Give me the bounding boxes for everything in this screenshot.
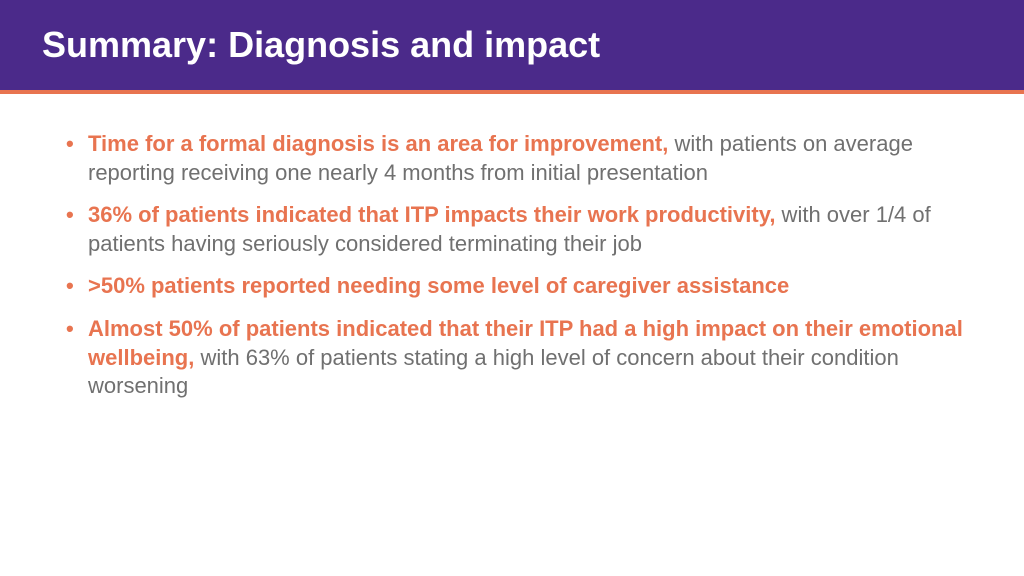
slide-header: Summary: Diagnosis and impact	[0, 0, 1024, 94]
bullet-list: Time for a formal diagnosis is an area f…	[60, 130, 964, 401]
bullet-item: >50% patients reported needing some leve…	[60, 272, 964, 301]
slide-content: Time for a formal diagnosis is an area f…	[0, 94, 1024, 435]
bullet-item: Almost 50% of patients indicated that th…	[60, 315, 964, 401]
bullet-rest: with 63% of patients stating a high leve…	[88, 345, 899, 399]
bullet-highlight: Time for a formal diagnosis is an area f…	[88, 131, 668, 156]
bullet-highlight: 36% of patients indicated that ITP impac…	[88, 202, 775, 227]
bullet-item: Time for a formal diagnosis is an area f…	[60, 130, 964, 187]
slide-title: Summary: Diagnosis and impact	[42, 24, 982, 66]
bullet-highlight: >50% patients reported needing some leve…	[88, 273, 789, 298]
bullet-item: 36% of patients indicated that ITP impac…	[60, 201, 964, 258]
